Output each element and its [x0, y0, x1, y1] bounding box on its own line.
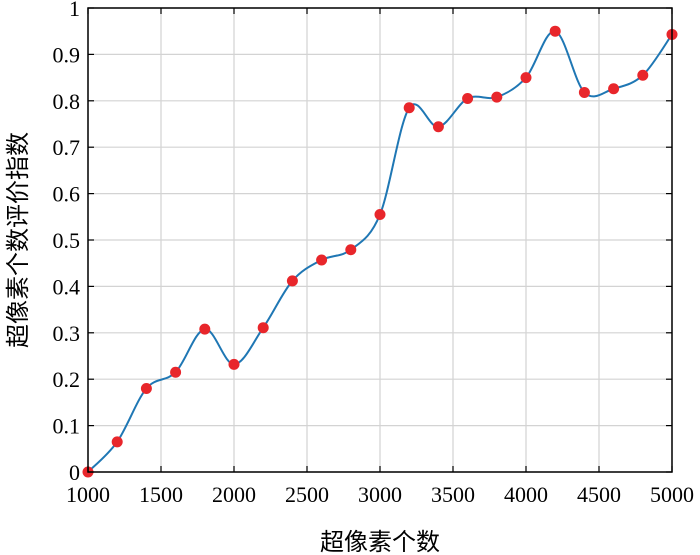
x-tick-label: 4500	[577, 482, 621, 507]
y-tick-label: 0.6	[53, 182, 81, 207]
y-tick-label: 0.1	[53, 414, 81, 439]
data-point	[608, 83, 620, 95]
data-point	[345, 244, 357, 256]
data-point	[140, 382, 152, 394]
x-tick-label: 5000	[650, 482, 694, 507]
data-point	[316, 254, 328, 266]
data-point	[637, 69, 649, 81]
y-tick-label: 0.3	[53, 321, 81, 346]
data-point	[374, 208, 386, 220]
y-tick-label: 0.7	[53, 135, 81, 160]
y-tick-label: 0.2	[53, 367, 81, 392]
x-tick-label: 1000	[66, 482, 110, 507]
y-tick-label: 0	[69, 460, 80, 485]
y-tick-label: 0.8	[53, 89, 81, 114]
data-point	[491, 91, 503, 103]
data-point	[578, 86, 590, 98]
data-point	[199, 323, 211, 335]
grid	[87, 7, 673, 473]
data-point	[462, 92, 474, 104]
y-tick-label: 1	[69, 0, 80, 21]
x-tick-label: 2000	[212, 482, 256, 507]
x-tick-label: 3500	[431, 482, 475, 507]
x-tick-label: 3000	[358, 482, 402, 507]
x-axis-ticks: 1000 1500 2000 2500 3000 3500 4000 4500 5000	[66, 8, 694, 507]
series-line	[87, 30, 673, 473]
x-tick-label: 2500	[285, 482, 329, 507]
marker-group	[82, 25, 678, 478]
data-point	[549, 25, 561, 37]
y-axis-title: 超像素个数评价指数	[4, 132, 32, 348]
data-point	[111, 436, 123, 448]
data-point	[170, 366, 182, 378]
data-point	[257, 322, 269, 334]
data-point	[403, 102, 415, 114]
data-point	[432, 121, 444, 133]
data-point	[286, 275, 298, 287]
y-tick-label: 0.5	[53, 228, 81, 253]
data-point	[228, 358, 240, 370]
x-axis-title: 超像素个数	[320, 528, 440, 555]
x-tick-label: 4000	[504, 482, 548, 507]
data-point	[520, 72, 532, 84]
x-tick-label: 1500	[139, 482, 183, 507]
series-line-group	[87, 30, 673, 473]
y-axis-ticks: 0 0.1 0.2 0.3 0.4 0.5 0.6 0.7 0.8 0.9 1	[53, 0, 672, 485]
y-tick-label: 0.9	[53, 42, 81, 67]
y-tick-label: 0.4	[53, 274, 81, 299]
